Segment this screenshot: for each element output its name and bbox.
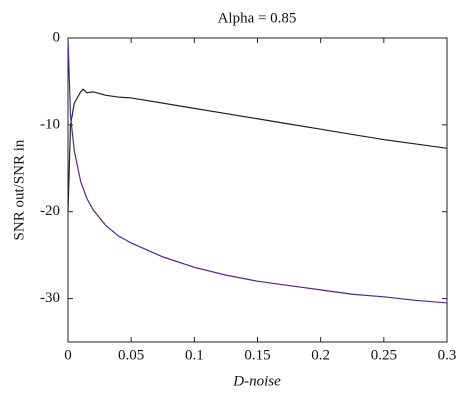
x-tick-label: 0.2 [311, 347, 330, 363]
x-tick-label: 0.3 [438, 347, 457, 363]
y-tick-label: -30 [40, 290, 60, 306]
series-line [67, 37, 448, 304]
x-tick-label: 0.1 [185, 347, 204, 363]
plot-frame [67, 37, 448, 343]
y-tick-label: -10 [40, 116, 60, 132]
x-tick-label: 0 [64, 347, 72, 363]
x-tick-label: 0.25 [371, 347, 397, 363]
x-tick-label: 0.15 [244, 347, 270, 363]
x-tick-label: 0.05 [118, 347, 144, 363]
series-line [67, 88, 448, 212]
y-axis-label: SNR out/SNR in [11, 139, 27, 240]
chart-title: Alpha = 0.85 [218, 10, 297, 26]
x-axis-label: D-noise [232, 373, 281, 389]
y-tick-label: -20 [40, 203, 60, 219]
y-tick-label: 0 [53, 29, 61, 45]
